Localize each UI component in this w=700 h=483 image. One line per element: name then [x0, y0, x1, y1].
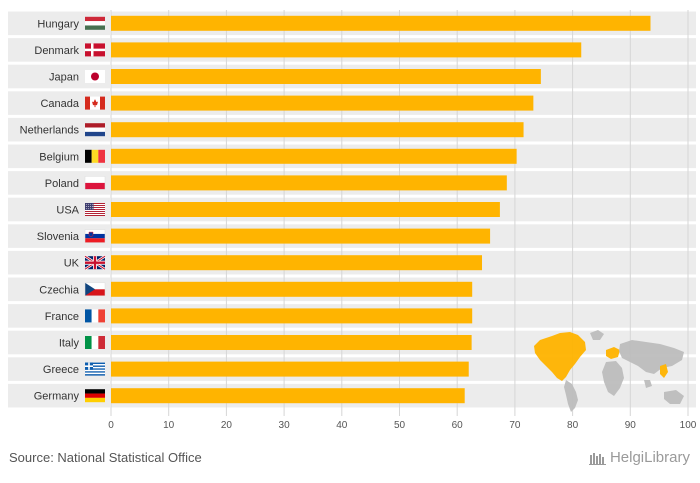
world-map-icon: [534, 330, 684, 412]
bars: [111, 15, 651, 404]
x-tick-label: 30: [279, 420, 291, 431]
category-label: Canada: [40, 98, 79, 110]
denmark-flag-icon: [85, 43, 105, 57]
x-tick-label: 0: [108, 420, 114, 431]
hungary-flag-icon: [85, 16, 105, 30]
category-label: UK: [64, 258, 80, 270]
czechia-flag-icon: [84, 282, 106, 297]
category-label: Italy: [59, 338, 80, 350]
belgium-flag-icon: [85, 149, 105, 163]
x-tick-label: 80: [567, 420, 579, 431]
uk-flag-icon: [84, 255, 106, 271]
x-tick-label: 90: [625, 420, 637, 431]
brand-name: HelgiLibrary: [609, 449, 690, 466]
bar: [111, 15, 651, 31]
brand-logo: HelgiLibrary: [588, 449, 690, 466]
category-label: Poland: [45, 178, 79, 190]
usa-flag-icon: [85, 203, 105, 216]
x-tick-label: 40: [336, 420, 348, 431]
bar: [111, 308, 473, 324]
bar: [111, 148, 517, 164]
bar: [111, 228, 491, 244]
bar: [111, 122, 524, 138]
bar: [111, 388, 465, 404]
category-label: Germany: [34, 391, 80, 403]
category-label: France: [45, 311, 79, 323]
bar: [111, 95, 534, 111]
library-icon: [588, 452, 606, 465]
x-axis-ticks: 0 10 20 30 40 50 60 70 80 90 100: [108, 420, 697, 431]
bar: [111, 335, 472, 350]
greece-flag-icon: [85, 362, 105, 376]
category-label: Denmark: [34, 45, 79, 57]
france-flag-icon: [85, 309, 105, 323]
category-labels: Hungary Denmark Japan Canada Netherlands Belg…: [20, 18, 80, 402]
bar: [111, 255, 483, 271]
x-tick-label: 100: [680, 420, 697, 431]
source-note: Source: National Statistical Office: [9, 450, 202, 465]
poland-flag-icon: [84, 176, 106, 190]
x-tick-label: 60: [452, 420, 464, 431]
japan-flag-icon: [85, 70, 105, 83]
bar: [111, 175, 507, 191]
netherlands-flag-icon: [85, 123, 105, 137]
bar: [111, 69, 541, 84]
bar: [111, 42, 582, 58]
germany-flag-icon: [85, 389, 105, 403]
category-label: Netherlands: [20, 125, 80, 137]
bar: [111, 361, 469, 377]
x-tick-label: 10: [163, 420, 175, 431]
x-tick-label: 70: [509, 420, 521, 431]
bar: [111, 202, 500, 217]
category-label: Czechia: [39, 284, 80, 296]
canada-flag-icon: [85, 96, 105, 110]
category-label: USA: [56, 205, 79, 217]
category-label: Belgium: [39, 151, 79, 163]
flag-icons: [84, 16, 106, 403]
x-tick-label: 20: [221, 420, 233, 431]
italy-flag-icon: [85, 336, 105, 349]
category-label: Greece: [43, 364, 79, 376]
slovenia-flag-icon: [84, 229, 106, 243]
category-label: Slovenia: [37, 231, 80, 243]
category-label: Japan: [49, 72, 79, 84]
category-label: Hungary: [37, 18, 79, 30]
x-tick-label: 50: [394, 420, 406, 431]
bar: [111, 281, 473, 297]
